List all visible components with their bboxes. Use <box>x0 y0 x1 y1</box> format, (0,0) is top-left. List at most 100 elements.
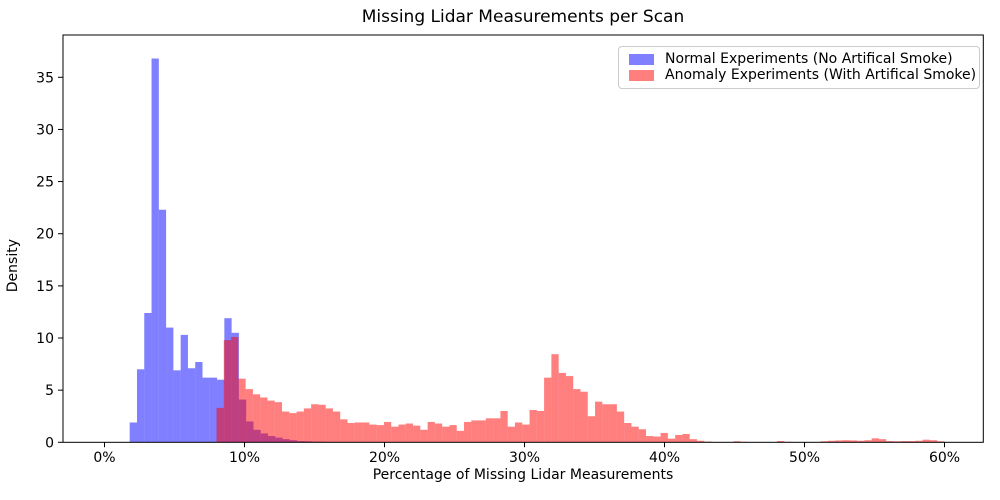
legend: Normal Experiments (No Artifical Smoke) … <box>618 46 980 89</box>
anomaly-bar <box>915 440 923 443</box>
normal-bar <box>136 369 145 443</box>
x-tick-label: 60% <box>929 450 960 466</box>
anomaly-bar <box>820 441 829 443</box>
anomaly-bar <box>383 421 392 443</box>
normal-bar <box>187 368 196 443</box>
legend-label-normal: Normal Experiments (No Artifical Smoke) <box>665 51 953 67</box>
anomaly-bar <box>216 407 224 443</box>
anomaly-bar <box>362 422 370 443</box>
anomaly-bar <box>478 420 486 443</box>
normal-bar <box>202 377 210 443</box>
anomaly-bar <box>442 426 450 443</box>
anomaly-bar <box>937 441 945 443</box>
anomaly-bar <box>245 389 253 443</box>
legend-swatch-anomaly-icon <box>629 70 654 81</box>
anomaly-bar <box>857 440 865 443</box>
anomaly-bar <box>660 432 668 443</box>
anomaly-bar <box>347 423 355 443</box>
normal-bar <box>195 362 203 443</box>
anomaly-bar <box>573 389 581 443</box>
anomaly-bar <box>500 411 508 443</box>
anomaly-bar <box>900 441 909 443</box>
anomaly-bar <box>464 421 472 443</box>
axes-spines <box>62 34 984 443</box>
y-tick-label: 20 <box>36 227 54 243</box>
normal-bar <box>173 370 181 443</box>
anomaly-bar <box>551 354 559 443</box>
anomaly-bar <box>449 425 457 443</box>
anomaly-bar <box>471 420 479 443</box>
anomaly-bar <box>616 411 625 443</box>
anomaly-bar <box>485 418 494 443</box>
normal-bar <box>129 422 137 443</box>
anomaly-bar <box>391 426 399 443</box>
anomaly-bar <box>929 440 938 443</box>
anomaly-bar <box>282 411 290 443</box>
anomaly-bar <box>908 441 916 443</box>
anomaly-bar <box>311 404 319 443</box>
x-tick-label: 10% <box>229 450 260 466</box>
anomaly-bar <box>325 408 333 443</box>
anomaly-bar <box>682 433 690 443</box>
anomaly-bar <box>886 441 894 443</box>
anomaly-bar <box>667 438 676 443</box>
y-tick-label: 10 <box>36 331 54 347</box>
anomaly-bar <box>274 402 283 443</box>
anomaly-bar <box>289 413 297 443</box>
y-axis-ticks: 0 5 10 15 20 25 30 35 <box>36 70 63 451</box>
anomaly-bar <box>354 422 363 443</box>
anomaly-histogram-bars <box>216 336 945 443</box>
anomaly-bar <box>303 408 312 443</box>
anomaly-bar <box>777 441 785 443</box>
anomaly-bar <box>842 440 850 443</box>
anomaly-bar <box>609 404 617 443</box>
anomaly-bar <box>587 416 596 443</box>
legend-item-anomaly: Anomaly Experiments (With Artifical Smok… <box>629 68 976 83</box>
anomaly-bar <box>689 439 697 443</box>
anomaly-bar <box>828 440 836 443</box>
y-tick-label: 30 <box>36 122 54 138</box>
anomaly-bar <box>653 436 661 443</box>
x-axis-ticks: 0% 10% 20% 30% 40% 50% 60% <box>93 442 960 466</box>
anomaly-bar <box>558 372 566 443</box>
x-axis-label: Percentage of Missing Lidar Measurements <box>372 467 674 483</box>
legend-swatch-normal-icon <box>629 54 654 65</box>
normal-bar <box>151 58 159 443</box>
anomaly-bar <box>318 404 326 443</box>
anomaly-bar <box>871 438 879 443</box>
anomaly-bar <box>893 441 901 443</box>
anomaly-bar <box>507 426 515 443</box>
x-tick-label: 30% <box>509 450 540 466</box>
anomaly-bar <box>638 429 647 443</box>
y-tick-label: 0 <box>45 435 54 451</box>
x-tick-label: 0% <box>93 450 115 466</box>
anomaly-bar <box>696 440 705 443</box>
anomaly-bar <box>602 404 610 443</box>
anomaly-bar <box>369 424 377 443</box>
anomaly-bar <box>514 422 523 443</box>
anomaly-bar <box>398 424 406 443</box>
anomaly-bar <box>332 411 341 443</box>
anomaly-bar <box>252 394 261 443</box>
anomaly-bar <box>849 440 858 443</box>
anomaly-bar <box>427 421 435 443</box>
anomaly-bar <box>544 377 552 443</box>
normal-bar <box>166 327 174 443</box>
anomaly-bar <box>231 336 239 443</box>
anomaly-bar <box>267 400 275 443</box>
anomaly-bar <box>529 409 537 443</box>
anomaly-bar <box>595 401 603 443</box>
anomaly-bar <box>536 411 545 443</box>
normal-bar <box>209 377 218 443</box>
anomaly-bar <box>420 429 428 443</box>
anomaly-bar <box>376 425 384 443</box>
y-tick-label: 35 <box>36 70 54 86</box>
anomaly-bar <box>878 439 887 443</box>
anomaly-bar <box>522 424 530 443</box>
legend-item-normal: Normal Experiments (No Artifical Smoke) <box>629 52 971 67</box>
anomaly-bar <box>733 441 741 443</box>
anomaly-bar <box>646 436 654 443</box>
anomaly-bar <box>565 376 574 443</box>
anomaly-bar <box>456 430 465 443</box>
